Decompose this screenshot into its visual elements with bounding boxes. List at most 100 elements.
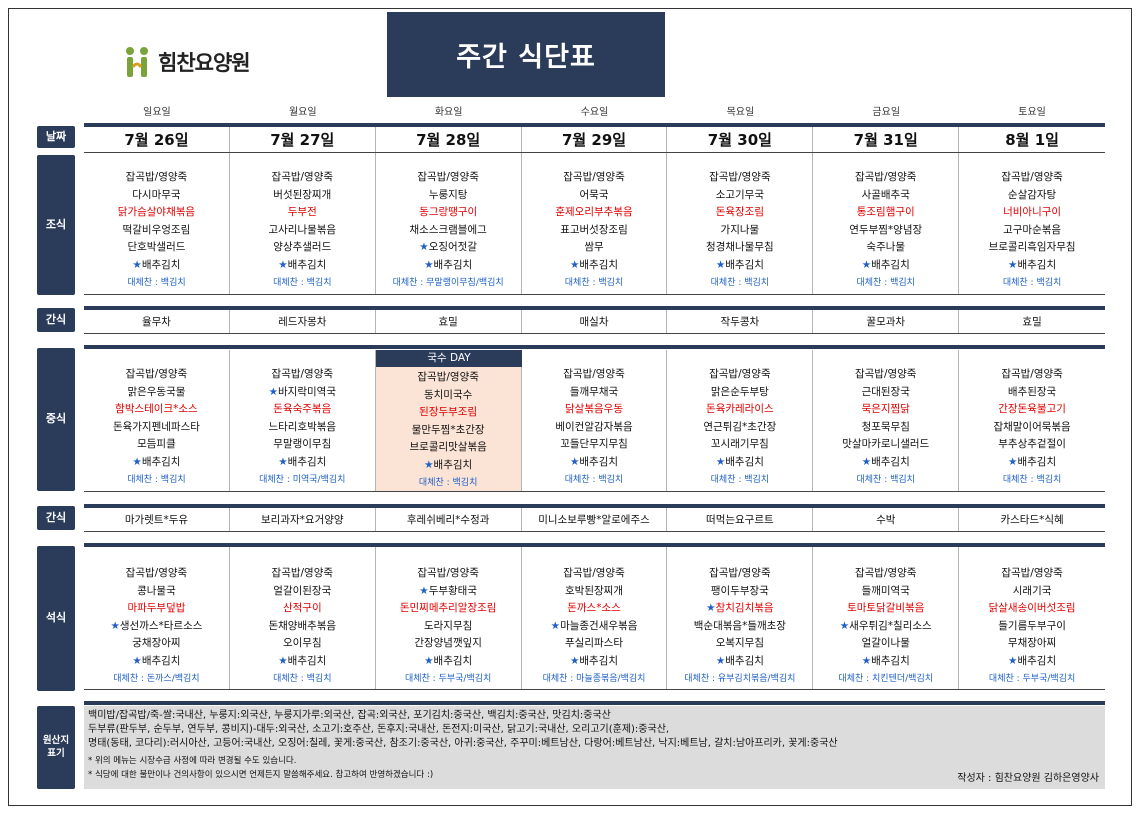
alternate-menu: 대체찬 : 두부국/백김치 — [404, 673, 492, 684]
weekday-label: 월요일 — [288, 107, 317, 118]
breakfast-cell: 잡곡밥/영양죽 누룽지탕 동그랑땡구이 채소스크램블에그 ★오징어젓갈 ★배추김치 대체찬 … — [376, 153, 522, 294]
menu-item: 떡갈비우엉조림 — [122, 223, 191, 236]
snack2-cell: 수박 — [813, 508, 960, 531]
menu-item: ★배추김치 — [230, 653, 375, 671]
menu-item: 함박스테이크*소스 — [115, 403, 198, 416]
star-icon: ★ — [278, 258, 288, 271]
menu-item-text: 배추김치 — [141, 455, 181, 468]
menu-item: ★배추김치 — [813, 257, 958, 275]
star-icon: ★ — [132, 654, 142, 667]
alternate-menu: 대체찬 : 백김치 — [564, 277, 624, 288]
menu-item: 맑은순두부탕 — [710, 385, 769, 398]
snack1-cell: 효밀 — [376, 310, 522, 333]
divider — [84, 701, 1105, 705]
menu-item-text: 배추김치 — [141, 654, 181, 667]
alternate-menu: 대체찬 : 백김치 — [856, 474, 915, 485]
menu-item-text: 두부황태국 — [428, 584, 478, 597]
menu-item: 얼갈이나물 — [861, 637, 910, 650]
menu-item: 물만두찜*초간장 — [411, 423, 485, 436]
origin-note: * 위의 메뉴는 시장수급 사정에 따라 변경될 수도 있습니다. — [88, 756, 297, 766]
menu-item: ★배추김치 — [959, 653, 1105, 671]
menu-item: 맛살마카로니샐러드 — [842, 438, 930, 451]
menu-item-text: 생선까스*타르소스 — [119, 619, 203, 632]
menu-item: 돈육카레라이스 — [706, 403, 774, 416]
logo-text: 힘찬요양원 — [158, 51, 251, 75]
menu-item: 채소스크램블에그 — [409, 223, 487, 236]
menu-item: 잡곡밥/영양죽 — [854, 368, 917, 380]
menu-item: 고사리나물볶음 — [268, 223, 337, 236]
star-icon: ★ — [550, 619, 561, 632]
menu-item: 잡곡밥/영양죽 — [563, 171, 625, 183]
star-icon: ★ — [419, 241, 429, 254]
weekday-label: 화요일 — [434, 107, 463, 118]
snack1-row: 율무차 레드자몽차 효밀 매실차 작두콩차 꿀모과차 효밀 — [84, 310, 1105, 334]
origin-line: 두부류(판두부, 순두부, 연두부, 콩비지)-대두:외국산, 소고기:호주산,… — [88, 724, 670, 735]
menu-item-text: 배추김치 — [725, 455, 764, 468]
lunch-row: 잡곡밥/영양죽 맑은우동국물 함박스테이크*소스 돈육가지펜네파스타 모듬피클 ★배추김치… — [84, 350, 1105, 492]
star-icon: ★ — [1008, 455, 1018, 468]
menu-item: 브로콜리맛살볶음 — [409, 441, 487, 454]
menu-item: ★바지락미역국 — [230, 384, 375, 402]
menu-item-text: 배추김치 — [287, 654, 327, 667]
divider — [84, 306, 1105, 310]
menu-item: 두부전 — [287, 206, 317, 219]
menu-item-text: 참치김치볶음 — [715, 602, 774, 615]
menu-item: ★배추김치 — [230, 257, 375, 275]
alternate-menu: 대체찬 : 마늘종볶음/백김치 — [542, 673, 646, 684]
snack1-cell: 효밀 — [1022, 316, 1042, 328]
dinner-cell: 잡곡밥/영양죽 호박된장찌개 돈까스*소스 ★마늘종건새우볶음 푸실리파스타 ★배추김치 대… — [522, 547, 668, 689]
star-icon: ★ — [278, 455, 288, 468]
star-icon: ★ — [569, 654, 580, 667]
lunch-cell: 잡곡밥/영양죽 ★바지락미역국 돈육숙주볶음 느타리호박볶음 무말랭이무침 ★배추김치 대체… — [230, 350, 376, 491]
label-lunch: 중식 — [37, 348, 75, 491]
snack2-cell: 마가렛트*두유 — [84, 508, 230, 531]
lunch-cell: 잡곡밥/영양죽 근대된장국 묵은지찜닭 청포묵무침 맛살마카로니샐러드 ★배추김치 대체찬 … — [813, 350, 960, 491]
menu-item: 쌈무 — [584, 241, 604, 254]
label-snack2: 간식 — [37, 506, 75, 530]
menu-item: 궁채장아찌 — [132, 637, 181, 650]
divider — [84, 345, 1105, 349]
snack2-cell: 후레쉬베리*수정과 — [376, 508, 522, 531]
menu-item: 닭살볶음우동 — [565, 403, 623, 416]
menu-item: 산적구이 — [282, 602, 322, 615]
page-title: 주간 식단표 — [387, 12, 665, 97]
menu-item: 마파두부덮밥 — [127, 602, 186, 615]
star-icon: ★ — [132, 258, 142, 271]
menu-item-text: 배추김치 — [725, 258, 764, 271]
menu-item: ★배추김치 — [667, 257, 812, 275]
date-cell: 7월 28일 — [376, 127, 522, 152]
menu-item: 브로콜리흑임자무침 — [988, 241, 1076, 254]
menu-item: ★마늘종건새우볶음 — [522, 618, 667, 636]
menu-item: 소고기무국 — [715, 188, 765, 201]
snack2-cell: 떠먹는요구르트 — [667, 508, 814, 531]
menu-item: 순살감자탕 — [1007, 188, 1057, 201]
breakfast-cell: 잡곡밥/영양죽 버섯된장찌개 두부전 고사리나물볶음 양상추샐러드 ★배추김치 대체찬 : … — [230, 153, 376, 294]
date-cell: 7월 30일 — [667, 127, 814, 152]
menu-item: 닭가슴살야채볶음 — [117, 206, 196, 219]
alternate-menu: 대체찬 : 치킨텐더/백김치 — [838, 673, 934, 684]
menu-item: 잡곡밥/영양죽 — [854, 567, 917, 579]
dinner-cell: 잡곡밥/영양죽 들깨미역국 토마토닭갈비볶음 ★새우튀김*칠리소스 얼갈이나물 ★배추김치… — [813, 547, 960, 689]
menu-item-text: 배추김치 — [579, 258, 619, 271]
lunch-cell: 잡곡밥/영양죽 맑은우동국물 함박스테이크*소스 돈육가지펜네파스타 모듬피클 ★배추김치… — [84, 350, 230, 491]
menu-item: 백순대볶음*들깨초장 — [693, 619, 786, 632]
date-cell: 7월 29일 — [522, 127, 668, 152]
alternate-menu: 대체찬 : 백김치 — [127, 277, 186, 288]
menu-item: 닭살새송이버섯조림 — [988, 602, 1076, 615]
menu-item: 토마토닭갈비볶음 — [847, 602, 925, 615]
alternate-menu: 대체찬 : 백김치 — [273, 673, 332, 684]
menu-item: 잡곡밥/영양죽 — [563, 567, 625, 579]
menu-item: 잡곡밥/영양죽 — [271, 567, 334, 579]
page-frame — [8, 8, 1132, 806]
menu-item: ★배추김치 — [667, 454, 812, 472]
dinner-cell: 잡곡밥/영양죽 얼갈이된장국 산적구이 돈채양배추볶음 오이무침 ★배추김치 대체찬 : 백… — [230, 547, 376, 689]
snack2-cell: 미니소보루빵*알로에주스 — [522, 508, 668, 531]
menu-item: 잡곡밥/영양죽 — [1001, 171, 1063, 183]
lunch-cell: 잡곡밥/영양죽 들깨무채국 닭살볶음우동 베이컨알감자볶음 꼬들단무지무침 ★배추김치 대체… — [522, 350, 668, 491]
menu-item: 잡채말이어묵볶음 — [993, 420, 1071, 433]
star-icon: ★ — [715, 258, 726, 271]
menu-item: 돈육가지펜네파스타 — [112, 420, 200, 433]
star-icon: ★ — [278, 654, 288, 667]
snack1-cell: 율무차 — [84, 310, 230, 333]
weekday-label: 일요일 — [143, 107, 171, 118]
